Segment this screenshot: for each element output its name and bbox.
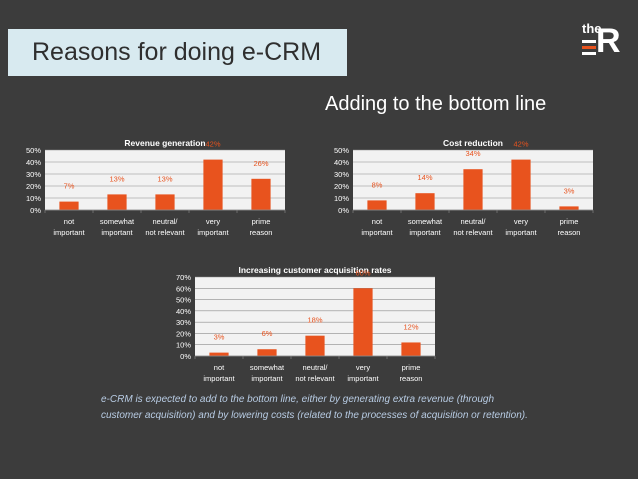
y-tick-label: 0% (30, 206, 41, 215)
logo-bar (582, 40, 596, 43)
y-tick-label: 50% (26, 146, 41, 155)
slide-title: Reasons for doing e-CRM (32, 38, 322, 66)
x-tick-label: prime (560, 217, 579, 226)
bar (155, 194, 175, 210)
revenue-generation-chart: 0% 10% 20% 30% 40% 50% Revenue generation 7% not… (26, 138, 286, 237)
x-tick-label: somewhat (100, 217, 135, 226)
x-tick-label: very (356, 363, 370, 372)
x-tick-label: not (372, 217, 383, 226)
slide-title-box: Reasons for doing e-CRM (8, 29, 347, 76)
chart-title: Revenue generation (124, 138, 205, 148)
x-tick-label: neutral/ (460, 217, 486, 226)
data-label: 3% (564, 186, 575, 195)
y-tick-label: 30% (176, 318, 191, 327)
bar (257, 349, 277, 356)
bar (305, 335, 325, 356)
x-tick-label: not (214, 363, 225, 372)
bar (415, 193, 435, 210)
x-tick-label: important (101, 228, 133, 237)
logo-text-top: the (582, 21, 602, 36)
y-tick-label: 0% (338, 206, 349, 215)
customer-acquisition-chart: 0% 10% 20% 30% 40% 50% 60% 70% Increasing custom… (176, 265, 436, 383)
logo-bar-accent (582, 46, 596, 49)
x-tick-label: important (251, 374, 283, 383)
x-tick-label: reason (250, 228, 273, 237)
y-tick-label: 20% (26, 182, 41, 191)
x-tick-label: prime (252, 217, 271, 226)
data-label: 12% (403, 322, 418, 331)
data-label: 18% (307, 316, 322, 325)
y-tick-label: 30% (334, 170, 349, 179)
x-tick-label: not relevant (295, 374, 335, 383)
y-tick-label: 20% (176, 329, 191, 338)
data-label: 8% (372, 180, 383, 189)
x-tick-label: important (361, 228, 393, 237)
logo-bar (582, 52, 596, 55)
cost-reduction-chart: 0% 10% 20% 30% 40% 50% Cost reduction 8% not impo… (334, 138, 594, 237)
data-label: 3% (214, 333, 225, 342)
data-label: 42% (513, 140, 528, 149)
y-tick-label: 40% (26, 158, 41, 167)
x-tick-label: somewhat (408, 217, 443, 226)
data-label: 34% (465, 149, 480, 158)
logo-text-main: R (596, 22, 621, 60)
y-tick-label: 70% (176, 273, 191, 282)
x-tick-label: reason (558, 228, 581, 237)
the-r-logo: the R (582, 21, 621, 72)
bar (353, 288, 373, 356)
y-tick-label: 10% (26, 194, 41, 203)
data-label: 14% (417, 173, 432, 182)
data-label: 60% (355, 268, 370, 277)
y-tick-label: 50% (176, 296, 191, 305)
bar (251, 178, 271, 210)
y-tick-label: 50% (334, 146, 349, 155)
y-tick-label: 0% (180, 352, 191, 361)
data-label: 26% (253, 159, 268, 168)
y-tick-label: 10% (334, 194, 349, 203)
chart-title: Increasing customer acquisition rates (238, 265, 391, 275)
x-tick-label: important (347, 374, 379, 383)
bar (59, 201, 79, 210)
y-tick-label: 60% (176, 284, 191, 293)
bar (367, 200, 387, 210)
x-tick-label: important (197, 228, 229, 237)
x-tick-label: somewhat (250, 363, 285, 372)
data-label: 13% (157, 174, 172, 183)
bar (401, 342, 421, 356)
bar (209, 352, 229, 356)
bar (511, 159, 531, 210)
x-tick-label: important (53, 228, 85, 237)
bar (463, 169, 483, 210)
x-tick-label: reason (400, 374, 423, 383)
y-tick-label: 40% (176, 307, 191, 316)
bar (559, 206, 579, 210)
x-tick-label: neutral/ (152, 217, 178, 226)
bar (107, 194, 127, 210)
x-tick-label: important (409, 228, 441, 237)
x-tick-label: not relevant (145, 228, 185, 237)
x-tick-label: prime (402, 363, 421, 372)
data-label: 42% (205, 140, 220, 149)
y-tick-label: 30% (26, 170, 41, 179)
slide-subtitle: Adding to the bottom line (325, 93, 547, 115)
chart-title: Cost reduction (443, 138, 503, 148)
x-tick-label: very (206, 217, 220, 226)
x-tick-label: neutral/ (302, 363, 328, 372)
y-tick-label: 10% (176, 341, 191, 350)
x-tick-label: not relevant (453, 228, 493, 237)
data-label: 13% (109, 174, 124, 183)
bar (203, 159, 223, 210)
slide-caption: e-CRM is expected to add to the bottom l… (101, 394, 528, 421)
data-label: 6% (262, 329, 273, 338)
x-tick-label: very (514, 217, 528, 226)
y-tick-label: 40% (334, 158, 349, 167)
data-label: 7% (64, 182, 75, 191)
x-tick-label: important (505, 228, 537, 237)
x-tick-label: important (203, 374, 235, 383)
x-tick-label: not (64, 217, 75, 226)
y-tick-label: 20% (334, 182, 349, 191)
